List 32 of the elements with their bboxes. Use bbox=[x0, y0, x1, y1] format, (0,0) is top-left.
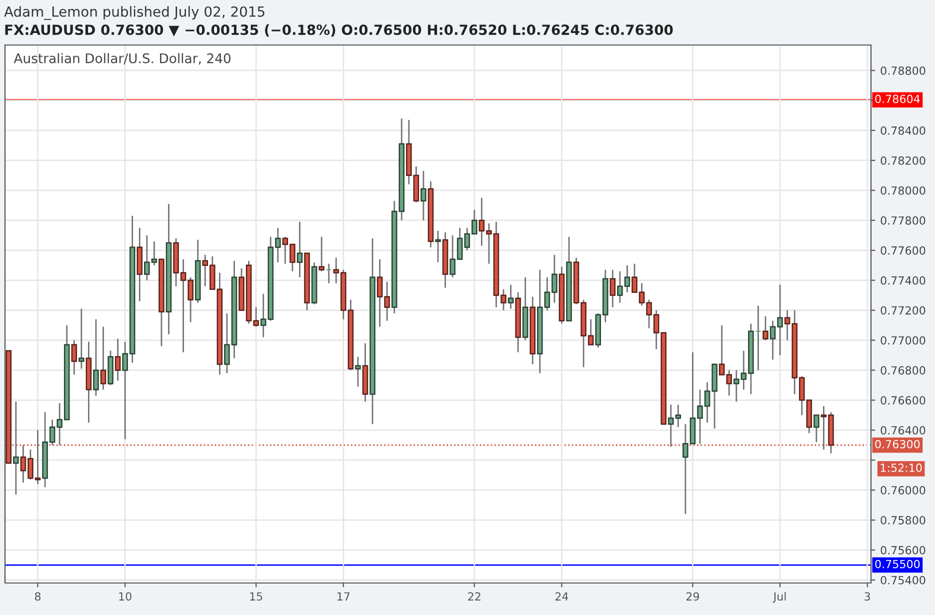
y-tick-label: 0.78400 bbox=[880, 126, 926, 135]
x-tick-label: 3 bbox=[864, 592, 870, 601]
x-tick-label: 24 bbox=[555, 592, 568, 600]
ref-line-label: 0.75500 bbox=[875, 560, 920, 568]
ref-line-label: 0.76300 bbox=[875, 440, 920, 448]
ref-line-label: 0.78604 bbox=[875, 94, 920, 104]
y-tick-label: 0.76400 bbox=[880, 426, 926, 435]
y-tick-label: 0.77200 bbox=[880, 306, 926, 315]
x-tick-label: 15 bbox=[250, 592, 262, 601]
x-tick-label: 10 bbox=[119, 592, 132, 601]
y-tick-label: 0.76800 bbox=[880, 366, 926, 375]
y-tick-label: 0.75600 bbox=[880, 546, 926, 554]
x-tick-label: Jul bbox=[772, 592, 786, 603]
text: Australian Dollar/U.S. Dollar, 240 bbox=[14, 53, 230, 65]
y-tick-label: 0.75400 bbox=[880, 576, 926, 584]
y-tick-label: 0.77400 bbox=[880, 276, 926, 285]
x-tick-label: 22 bbox=[468, 592, 480, 600]
x-tick-label: 17 bbox=[338, 592, 350, 600]
y-tick-label: 0.78000 bbox=[880, 186, 926, 195]
y-tick-label: 0.75800 bbox=[880, 516, 926, 524]
y-tick-label: 0.76600 bbox=[880, 396, 926, 405]
y-tick-label: 0.76000 bbox=[880, 486, 926, 494]
y-tick-label: 0.78200 bbox=[880, 156, 926, 165]
text: 1:52:10 bbox=[880, 464, 922, 472]
y-tick-label: 0.78800 bbox=[880, 66, 926, 75]
y-tick-label: 0.77000 bbox=[880, 336, 926, 345]
y-tick-label: 0.77600 bbox=[880, 246, 926, 255]
x-tick-label: 8 bbox=[34, 592, 41, 601]
y-tick-label: 0.77800 bbox=[880, 216, 926, 225]
x-tick-label: 29 bbox=[686, 592, 699, 601]
text: FX:AUDUSD 0.76300 ▼ −0.00135 (−0.18%) O:0.76500 H:0.76520 L:0.76245 C:0.76300 bbox=[5, 24, 673, 37]
text: Adam_Lemon published July 02, 2015 bbox=[4, 6, 264, 20]
